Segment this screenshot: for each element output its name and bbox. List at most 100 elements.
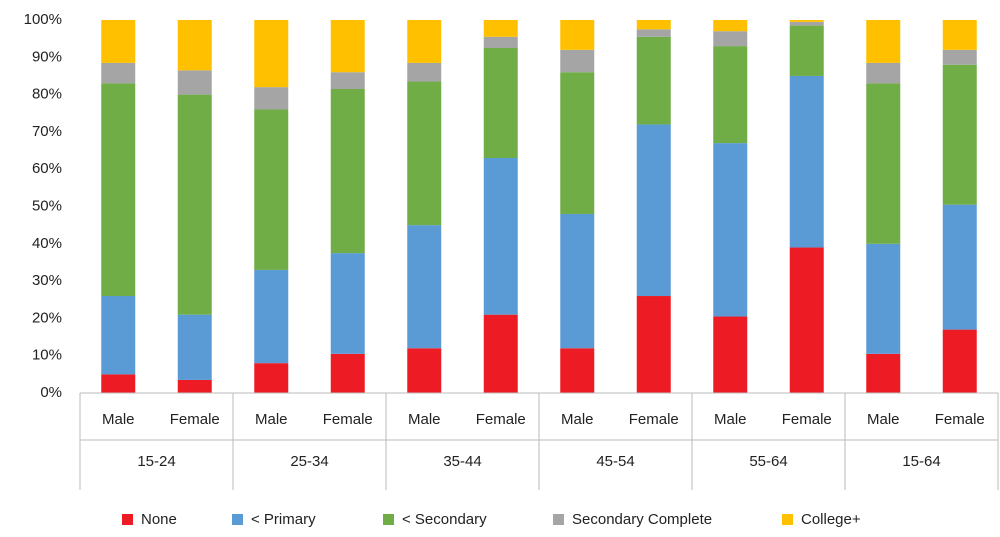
bar-segment <box>942 49 977 65</box>
x-tick-label: Female <box>476 411 526 428</box>
bar-segment <box>866 353 901 393</box>
bar-segment <box>407 62 442 82</box>
bar-segment <box>330 72 365 90</box>
bar-segment <box>330 89 365 254</box>
bar-segment <box>254 269 289 364</box>
y-tick-label: 0% <box>40 384 62 401</box>
bar-segment <box>177 94 212 315</box>
bar-segment <box>177 314 212 380</box>
y-tick-label: 40% <box>32 235 62 252</box>
bar-segment <box>789 247 824 393</box>
bar-segment <box>407 225 442 349</box>
x-tick-label: Male <box>561 411 594 428</box>
bar-segment <box>560 72 595 214</box>
bar-segment <box>254 20 289 88</box>
x-tick-label: Female <box>782 411 832 428</box>
bar-segment <box>483 158 518 315</box>
bar-segment <box>254 109 289 270</box>
legend-swatch <box>232 514 243 525</box>
bar-segment <box>713 316 748 393</box>
bar-segment <box>866 83 901 244</box>
bar-segment <box>483 314 518 393</box>
bar-segment <box>330 253 365 354</box>
x-tick-label: Female <box>935 411 985 428</box>
legend-label: Secondary Complete <box>572 511 712 528</box>
bar-segment <box>713 31 748 47</box>
bar-segment <box>866 243 901 354</box>
group-label: 35-44 <box>443 453 481 470</box>
bar-segment <box>101 296 136 375</box>
bar-segment <box>330 20 365 73</box>
bar-segment <box>636 29 671 37</box>
bar-segment <box>713 143 748 317</box>
bar-segment <box>101 62 136 84</box>
bar-segment <box>789 21 824 26</box>
group-label: 45-54 <box>596 453 634 470</box>
y-tick-label: 20% <box>32 309 62 326</box>
bar-segment <box>101 20 136 63</box>
bar-segment <box>101 374 136 393</box>
bar-segment <box>636 296 671 393</box>
bar-segment <box>789 75 824 248</box>
bar-segment <box>254 87 289 110</box>
bar-segment <box>636 20 671 30</box>
group-label: 15-24 <box>137 453 175 470</box>
y-tick-label: 100% <box>24 11 62 28</box>
bar-segment <box>407 81 442 226</box>
y-tick-label: 30% <box>32 272 62 289</box>
x-tick-label: Female <box>323 411 373 428</box>
group-label: 55-64 <box>749 453 787 470</box>
bar-segment <box>177 379 212 393</box>
y-tick-label: 60% <box>32 160 62 177</box>
bar-segment <box>330 353 365 393</box>
bar-segment <box>942 64 977 205</box>
x-tick-label: Male <box>255 411 288 428</box>
bar-segment <box>483 20 518 37</box>
bar-segment <box>254 363 289 393</box>
bar-segment <box>101 83 136 297</box>
legend-label: None <box>141 511 177 528</box>
x-tick-label: Male <box>408 411 441 428</box>
bar-segment <box>942 20 977 50</box>
bar-segment <box>636 36 671 125</box>
x-tick-label: Male <box>867 411 900 428</box>
bar-segment <box>636 124 671 297</box>
x-tick-label: Male <box>714 411 747 428</box>
bar-segment <box>789 25 824 76</box>
bar-segment <box>560 213 595 349</box>
x-tick-label: Male <box>102 411 135 428</box>
bar-segment <box>407 20 442 63</box>
y-tick-label: 90% <box>32 48 62 65</box>
legend-label: < Primary <box>251 511 316 528</box>
bar-segment <box>177 20 212 71</box>
y-tick-label: 50% <box>32 197 62 214</box>
bar-segment <box>866 62 901 84</box>
y-tick-label: 70% <box>32 123 62 140</box>
bar-segment <box>713 46 748 144</box>
group-label: 15-64 <box>902 453 940 470</box>
legend-label: College+ <box>801 511 861 528</box>
legend-swatch <box>553 514 564 525</box>
y-tick-label: 10% <box>32 347 62 364</box>
legend-swatch <box>122 514 133 525</box>
bar-segment <box>483 47 518 159</box>
bar-segment <box>942 329 977 393</box>
legend-swatch <box>383 514 394 525</box>
bar-segment <box>942 204 977 330</box>
bar-segment <box>789 20 824 22</box>
bar-segment <box>407 348 442 393</box>
bar-segment <box>713 20 748 32</box>
bar-segment <box>560 20 595 50</box>
x-tick-label: Female <box>170 411 220 428</box>
bar-segment <box>866 20 901 63</box>
bar-segment <box>560 49 595 73</box>
x-tick-label: Female <box>629 411 679 428</box>
bar-segment <box>560 348 595 393</box>
y-tick-label: 80% <box>32 86 62 103</box>
bar-segment <box>483 36 518 48</box>
legend-swatch <box>782 514 793 525</box>
legend-label: < Secondary <box>402 511 487 528</box>
bar-segment <box>177 70 212 95</box>
group-label: 25-34 <box>290 453 328 470</box>
